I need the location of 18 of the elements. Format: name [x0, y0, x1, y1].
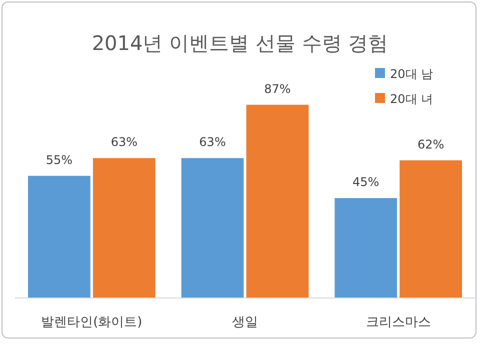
- bar: [400, 160, 462, 298]
- legend-label: 20대 녀: [390, 92, 434, 106]
- x-tick-label: 크리스마스: [366, 315, 431, 330]
- bar: [181, 158, 244, 298]
- x-tick-label: 생일: [232, 315, 258, 330]
- data-label: 63%: [110, 135, 138, 150]
- data-label: 55%: [46, 152, 73, 167]
- legend-label: 20대 남: [390, 67, 434, 81]
- bar: [28, 176, 90, 298]
- bar: [334, 198, 398, 298]
- data-label: 63%: [199, 135, 226, 150]
- data-label: 62%: [417, 137, 444, 152]
- data-label: 45%: [352, 175, 380, 190]
- data-label: 87%: [264, 82, 291, 96]
- x-tick-label: 발렌타인(화이트): [41, 315, 142, 330]
- chart-title: 2014년 이벤트별 선물 수령 경험: [92, 31, 388, 55]
- bar: [246, 104, 309, 298]
- bar: [92, 158, 156, 298]
